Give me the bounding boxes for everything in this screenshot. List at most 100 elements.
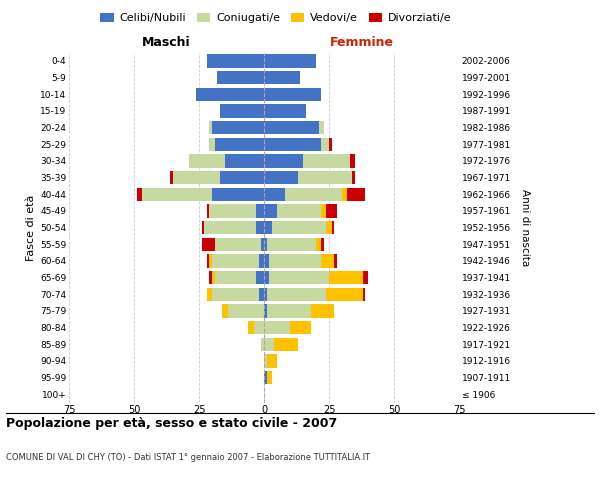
Bar — [274, 338, 298, 351]
Bar — [215, 271, 256, 284]
Bar — [212, 121, 264, 134]
Bar — [285, 188, 342, 201]
Bar — [264, 304, 266, 318]
Text: Femmine: Femmine — [329, 36, 394, 49]
Bar — [264, 154, 303, 168]
Bar — [207, 54, 264, 68]
Bar — [321, 238, 324, 251]
Bar — [196, 88, 264, 101]
Bar — [266, 238, 316, 251]
Bar — [269, 254, 321, 268]
Bar — [202, 238, 215, 251]
Bar — [254, 321, 264, 334]
Bar — [262, 238, 264, 251]
Bar — [204, 221, 256, 234]
Bar — [207, 204, 209, 218]
Bar — [326, 204, 337, 218]
Bar — [173, 171, 220, 184]
Bar — [188, 154, 225, 168]
Bar — [329, 138, 332, 151]
Bar — [332, 221, 334, 234]
Bar — [262, 338, 264, 351]
Bar — [212, 288, 259, 301]
Bar — [256, 204, 264, 218]
Bar — [264, 254, 269, 268]
Bar — [209, 138, 215, 151]
Bar — [329, 271, 363, 284]
Bar — [316, 238, 321, 251]
Bar — [264, 138, 321, 151]
Legend: Celibi/Nubili, Coniugati/e, Vedovi/e, Divorziati/e: Celibi/Nubili, Coniugati/e, Vedovi/e, Di… — [96, 8, 456, 28]
Bar — [264, 271, 269, 284]
Bar — [321, 204, 326, 218]
Bar — [264, 54, 316, 68]
Text: Maschi: Maschi — [142, 36, 191, 49]
Bar — [264, 238, 266, 251]
Bar — [266, 304, 311, 318]
Bar — [215, 238, 262, 251]
Bar — [212, 254, 259, 268]
Bar — [209, 254, 212, 268]
Bar — [303, 154, 350, 168]
Bar — [215, 138, 264, 151]
Bar — [207, 254, 209, 268]
Bar — [256, 221, 264, 234]
Bar — [347, 188, 365, 201]
Bar — [277, 204, 321, 218]
Bar — [259, 288, 264, 301]
Bar — [264, 188, 285, 201]
Bar — [319, 121, 324, 134]
Bar — [217, 71, 264, 84]
Bar — [264, 204, 277, 218]
Bar — [209, 271, 212, 284]
Bar — [256, 271, 264, 284]
Bar — [264, 321, 290, 334]
Bar — [264, 221, 272, 234]
Bar — [264, 88, 321, 101]
Bar — [321, 254, 334, 268]
Bar — [290, 321, 311, 334]
Bar — [264, 104, 305, 118]
Bar — [342, 188, 347, 201]
Text: Popolazione per età, sesso e stato civile - 2007: Popolazione per età, sesso e stato civil… — [6, 418, 337, 430]
Bar — [223, 304, 227, 318]
Y-axis label: Fasce di età: Fasce di età — [26, 194, 36, 260]
Bar — [264, 338, 274, 351]
Bar — [248, 321, 254, 334]
Bar — [264, 121, 319, 134]
Bar — [227, 304, 264, 318]
Bar — [269, 271, 329, 284]
Bar — [363, 271, 368, 284]
Bar — [311, 304, 334, 318]
Bar — [326, 221, 332, 234]
Bar — [272, 221, 326, 234]
Bar — [225, 154, 264, 168]
Bar — [264, 288, 266, 301]
Bar — [352, 171, 355, 184]
Bar — [264, 354, 266, 368]
Bar — [326, 288, 363, 301]
Text: COMUNE DI VAL DI CHY (TO) - Dati ISTAT 1° gennaio 2007 - Elaborazione TUTTITALIA: COMUNE DI VAL DI CHY (TO) - Dati ISTAT 1… — [6, 452, 370, 462]
Bar — [350, 154, 355, 168]
Bar — [202, 221, 204, 234]
Y-axis label: Anni di nascita: Anni di nascita — [520, 189, 530, 266]
Bar — [334, 254, 337, 268]
Bar — [259, 254, 264, 268]
Bar — [266, 288, 326, 301]
Bar — [209, 204, 256, 218]
Bar — [220, 104, 264, 118]
Bar — [321, 138, 329, 151]
Bar — [363, 288, 365, 301]
Bar — [207, 288, 212, 301]
Bar — [170, 171, 173, 184]
Bar — [142, 188, 212, 201]
Bar — [298, 171, 352, 184]
Bar — [212, 271, 215, 284]
Bar — [266, 354, 277, 368]
Bar — [266, 371, 272, 384]
Bar — [212, 188, 264, 201]
Bar — [264, 371, 266, 384]
Bar — [264, 71, 301, 84]
Bar — [209, 121, 212, 134]
Bar — [137, 188, 142, 201]
